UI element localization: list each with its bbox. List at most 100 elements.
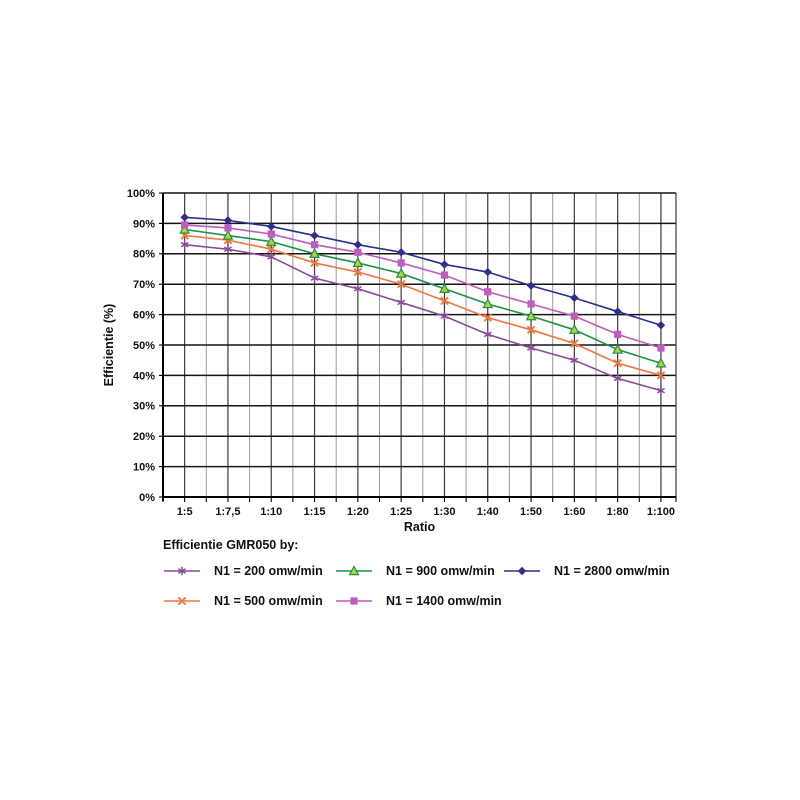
triangle-marker <box>309 247 320 258</box>
square-marker <box>484 288 492 296</box>
x-marker <box>656 371 666 380</box>
square-marker <box>181 221 189 229</box>
square-marker <box>224 224 232 232</box>
x-tick-label: 1:5 <box>177 506 193 518</box>
y-tick-label: 0% <box>139 492 155 504</box>
star-marker <box>178 568 186 574</box>
star-marker <box>310 275 319 281</box>
triangle-marker <box>439 282 450 293</box>
x-marker <box>267 245 276 254</box>
series-line <box>184 224 662 349</box>
diamond-marker <box>656 321 666 330</box>
y-tick-label: 70% <box>133 279 155 291</box>
diamond-marker <box>517 566 527 576</box>
legend-label: N1 = 2800 omw/min <box>554 564 670 578</box>
x-tick-label: 1:60 <box>563 506 585 518</box>
x-marker <box>613 359 622 368</box>
diamond-marker <box>396 248 406 257</box>
legend-label: N1 = 1400 omw/min <box>386 594 502 608</box>
triangle-marker <box>395 267 407 278</box>
legend-label: N1 = 200 omw/min <box>214 564 323 578</box>
star-marker <box>527 345 536 351</box>
x-marker <box>353 267 363 277</box>
legend-item: N1 = 900 omw/min <box>335 562 503 580</box>
diamond-marker <box>180 213 189 222</box>
diamond-marker <box>353 240 363 249</box>
x-tick-label: 1:30 <box>433 506 455 518</box>
x-tick-label: 1:15 <box>304 506 326 518</box>
x-marker <box>177 596 187 606</box>
star-marker <box>397 299 406 306</box>
triangle-marker <box>222 229 234 240</box>
chart-legend: Efficientie GMR050 by: N1 = 200 omw/min N… <box>163 538 683 610</box>
x-tick-label: 1:10 <box>260 506 282 518</box>
star-marker <box>570 357 579 364</box>
y-tick-label: 20% <box>133 431 155 443</box>
legend-item: N1 = 1400 omw/min <box>335 592 503 610</box>
y-tick-label: 100% <box>127 188 155 200</box>
y-axis-title: Efficientie (%) <box>102 304 116 387</box>
square-marker <box>310 241 319 249</box>
square-marker <box>397 259 405 267</box>
star-marker <box>656 387 665 394</box>
legend-item: N1 = 500 omw/min <box>163 592 335 610</box>
y-tick-label: 30% <box>133 401 155 413</box>
y-tick-label: 40% <box>133 370 155 382</box>
diamond-marker <box>310 231 319 240</box>
series-line <box>184 243 662 392</box>
series-line <box>184 216 662 327</box>
diamond-marker <box>440 260 449 269</box>
star-marker <box>353 285 362 292</box>
x-tick-label: 1:7,5 <box>215 506 240 518</box>
legend-item: N1 = 2800 omw/min <box>503 562 683 580</box>
x-tick-label: 1:40 <box>477 506 499 518</box>
y-tick-label: 60% <box>133 309 155 321</box>
square-marker <box>657 344 665 352</box>
square-marker <box>267 230 275 238</box>
legend-key-icon <box>336 597 372 605</box>
diamond-marker <box>526 281 536 290</box>
square-marker <box>440 271 449 279</box>
y-tick-label: 80% <box>133 249 155 261</box>
x-axis-title: Ratio <box>404 520 436 534</box>
legend-key-icon <box>336 565 372 576</box>
triangle-marker <box>525 310 537 321</box>
triangle-marker <box>352 257 364 268</box>
legend-key-icon <box>504 566 540 576</box>
triangle-marker <box>568 323 580 334</box>
triangle-marker <box>265 235 277 246</box>
legend-key-icon <box>164 566 200 576</box>
diamond-marker <box>613 307 622 316</box>
triangle-marker <box>179 223 191 234</box>
y-tick-label: 10% <box>133 461 155 473</box>
diamond-marker <box>483 267 492 277</box>
x-marker <box>570 339 579 348</box>
x-tick-label: 1:80 <box>607 506 629 518</box>
triangle-marker <box>655 357 667 368</box>
star-marker <box>440 313 449 319</box>
square-marker <box>350 597 358 605</box>
square-marker <box>527 300 535 308</box>
series-line <box>184 228 662 365</box>
diamond-marker <box>223 216 233 225</box>
x-marker <box>440 296 449 306</box>
triangle-marker <box>612 343 624 354</box>
diamond-marker <box>570 293 579 303</box>
diamond-marker <box>267 222 276 231</box>
x-tick-label: 1:20 <box>347 506 369 518</box>
star-marker <box>613 375 622 382</box>
legend-key-icon <box>164 596 200 606</box>
x-tick-label: 1:100 <box>647 506 675 518</box>
x-marker <box>526 325 536 335</box>
series-line <box>184 234 662 377</box>
legend-item: N1 = 200 omw/min <box>163 562 335 580</box>
y-tick-label: 50% <box>133 340 155 352</box>
legend-label: N1 = 900 omw/min <box>386 564 495 578</box>
legend-title: Efficientie GMR050 by: <box>163 538 299 552</box>
triangle-marker <box>348 565 360 576</box>
star-marker <box>180 241 189 248</box>
star-marker <box>267 253 276 260</box>
star-marker <box>223 246 232 253</box>
